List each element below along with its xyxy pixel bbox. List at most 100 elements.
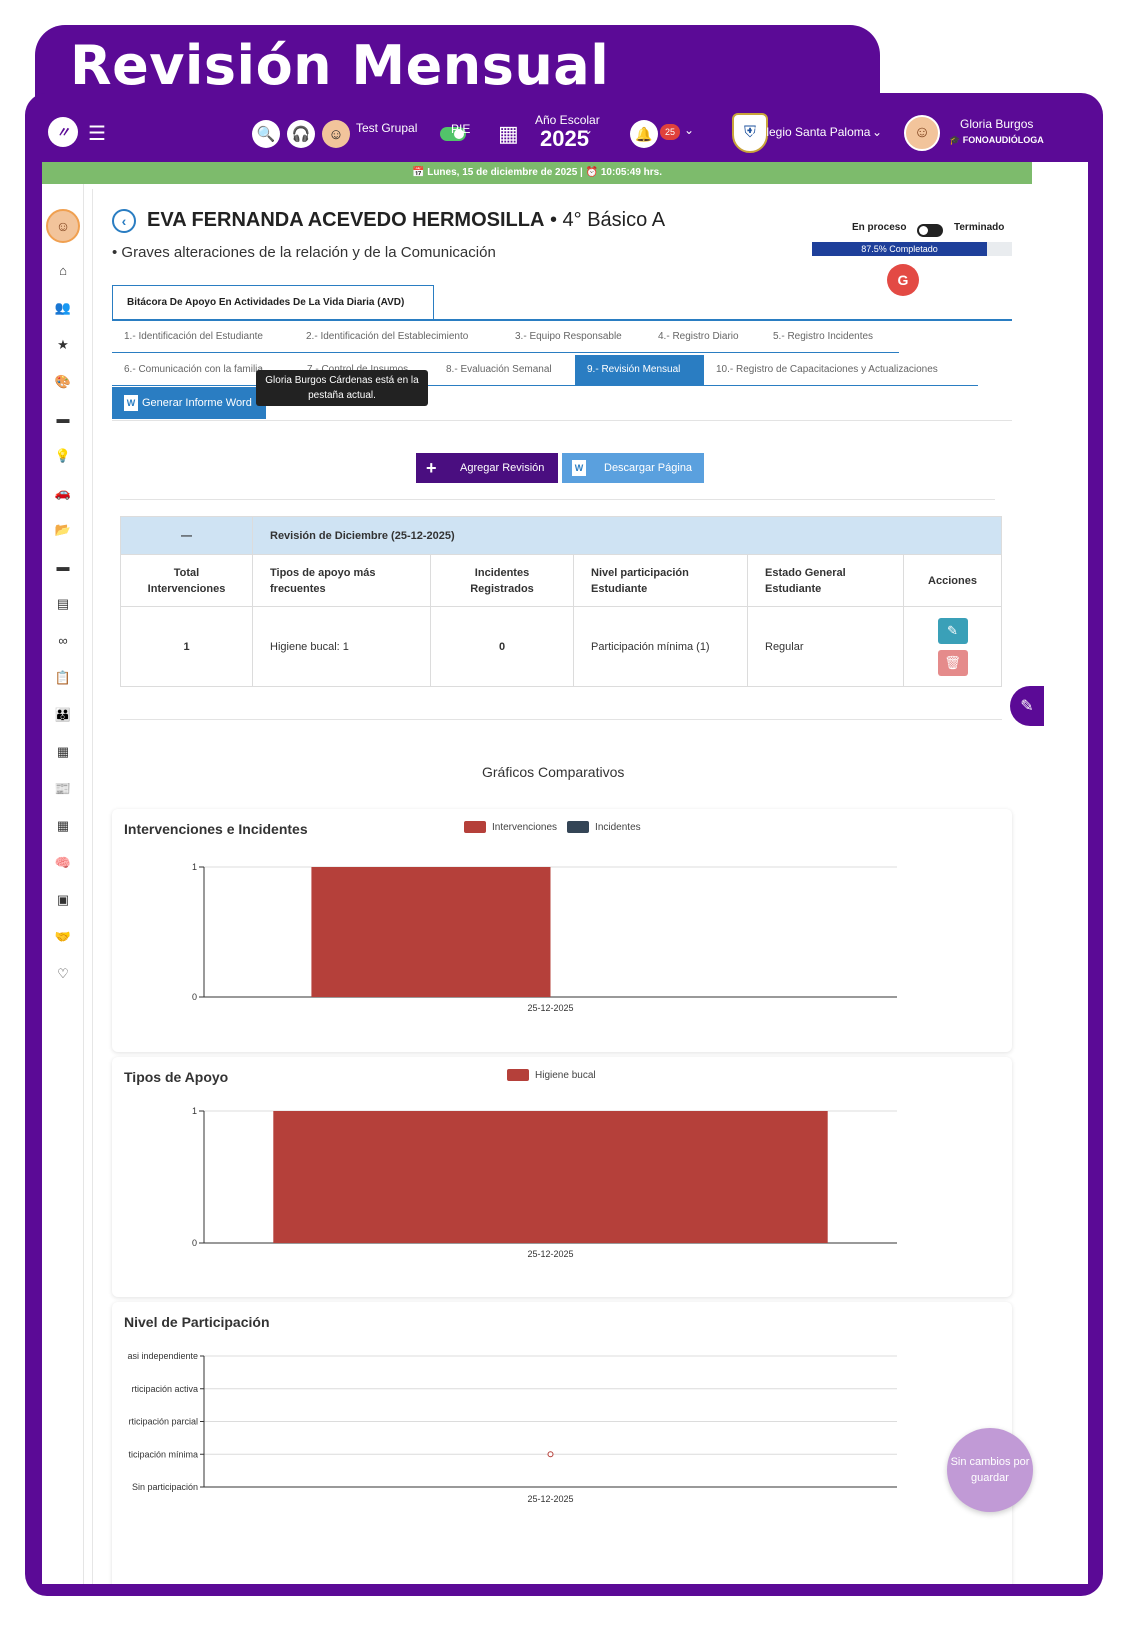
heart-icon[interactable]: ♡ bbox=[57, 966, 69, 981]
notif-chevron-icon[interactable]: ⌄ bbox=[684, 123, 695, 137]
chart-card-intervenciones: Intervenciones e Incidentes Intervencion… bbox=[112, 809, 1012, 1052]
brain-icon[interactable]: 🧠 bbox=[54, 855, 72, 870]
status-finished: Terminado bbox=[954, 222, 1005, 233]
y-tick-label: 0 bbox=[192, 1238, 197, 1248]
chart-card-participacion: Nivel de Participación Sin participación… bbox=[112, 1302, 1012, 1584]
pie-toggle[interactable] bbox=[440, 127, 466, 141]
year-value[interactable]: 2025 bbox=[540, 126, 589, 151]
document-icon[interactable]: ▤ bbox=[56, 596, 70, 611]
add-review-button[interactable]: + Agregar Revisión bbox=[416, 453, 558, 483]
group-icon[interactable]: 👪 bbox=[54, 707, 72, 722]
infinity-icon[interactable]: ∞ bbox=[58, 633, 68, 648]
school-crest-icon: ⛨ bbox=[732, 113, 768, 153]
bell-icon[interactable]: 🔔 bbox=[630, 120, 658, 148]
save-status-button[interactable]: Sin cambios por guardar bbox=[947, 1428, 1033, 1512]
palette-icon[interactable]: 🎨 bbox=[54, 374, 72, 389]
lightbulb-icon[interactable]: 💡 bbox=[54, 448, 72, 463]
edit-icon[interactable]: ✎ bbox=[937, 617, 968, 644]
subtab-10[interactable]: 10.- Registro de Capacitaciones y Actual… bbox=[716, 364, 938, 375]
divider-3 bbox=[120, 719, 1002, 720]
user-avatar[interactable]: ☺ bbox=[904, 115, 940, 151]
divider bbox=[112, 420, 1012, 421]
subtab-5[interactable]: 5.- Registro Incidentes bbox=[773, 331, 874, 342]
generate-word-button[interactable]: W Generar Informe Word bbox=[112, 387, 266, 419]
folder-icon[interactable]: 📂 bbox=[54, 522, 72, 537]
x-tick-label: 25-12-2025 bbox=[527, 1003, 573, 1013]
chart1-title: Intervenciones e Incidentes bbox=[124, 821, 308, 837]
chart2-svg: 0 1 25-12-2025 bbox=[192, 1106, 897, 1259]
word-icon: W bbox=[124, 395, 138, 411]
legend-swatch-intervenciones bbox=[464, 821, 486, 833]
student-diagnosis: • Graves alteraciones de la relación y d… bbox=[112, 244, 496, 261]
subtab-4[interactable]: 4.- Registro Diario bbox=[658, 331, 739, 342]
bar-higiene-bucal bbox=[273, 1111, 828, 1243]
download-label: Descargar Página bbox=[604, 462, 693, 474]
search-icon[interactable]: 🔍 bbox=[252, 120, 280, 148]
col-incidentes: Incidentes Registrados bbox=[430, 554, 574, 607]
school-chevron-icon[interactable]: ⌄ bbox=[872, 125, 883, 139]
home-icon[interactable]: ⌂ bbox=[59, 263, 67, 278]
user-role: 🎓 FONOAUDIÓLOGA bbox=[949, 135, 1044, 145]
app-logo-icon[interactable]: 〃 bbox=[48, 117, 78, 147]
flag-icon-2[interactable]: ▬ bbox=[56, 559, 70, 574]
notification-badge: 25 bbox=[660, 124, 680, 140]
subtab-7[interactable]: 7.- Control de Insumos bbox=[295, 355, 420, 385]
tab-bitacora[interactable]: Bitácora De Apoyo En Actividades De La V… bbox=[112, 285, 434, 319]
legend-swatch-incidentes bbox=[567, 821, 590, 833]
subtab-9[interactable]: 9.- Revisión Mensual bbox=[575, 355, 704, 385]
user-role-text: FONOAUDIÓLOGA bbox=[962, 135, 1044, 145]
handshake-icon[interactable]: 🤝 bbox=[54, 929, 72, 944]
subtab-8[interactable]: 8.- Evaluación Semanal bbox=[446, 364, 552, 375]
subtab-6[interactable]: 6.- Comunicación con la familia bbox=[124, 364, 263, 375]
collaborator-avatar[interactable]: G bbox=[887, 264, 919, 296]
flag-icon[interactable]: ▬ bbox=[56, 411, 70, 426]
column-header-row: Total Intervenciones Tipos de apoyo más … bbox=[120, 554, 1002, 607]
legend-intervenciones[interactable]: Intervenciones bbox=[492, 821, 558, 833]
trash-icon[interactable]: 🗑 bbox=[937, 649, 968, 676]
users-icon[interactable]: 👥 bbox=[54, 300, 72, 315]
legend-higiene[interactable]: Higiene bucal bbox=[535, 1069, 596, 1081]
y-level-label: Sin participación bbox=[132, 1482, 198, 1492]
star-icon[interactable]: ★ bbox=[57, 337, 69, 352]
grid-icon[interactable]: ▦ bbox=[56, 744, 70, 759]
qr-icon[interactable]: ▣ bbox=[56, 892, 70, 907]
collapse-toggle[interactable]: — bbox=[120, 516, 253, 555]
chart-card-tipos: Tipos de Apoyo Higiene bucal 0 1 25-12-202… bbox=[112, 1057, 1012, 1297]
y-level-label: ticipación mínima bbox=[128, 1449, 198, 1459]
status-switch[interactable] bbox=[917, 224, 943, 237]
student-avatar-icon[interactable]: ☺ bbox=[322, 120, 350, 148]
x-tick-label: 25-12-2025 bbox=[527, 1249, 573, 1259]
back-icon[interactable]: ‹ bbox=[112, 209, 136, 233]
table-icon[interactable]: ▦ bbox=[56, 818, 70, 833]
chart2-title: Tipos de Apoyo bbox=[124, 1069, 229, 1085]
user-name[interactable]: Gloria Burgos bbox=[960, 117, 1034, 131]
menu-icon[interactable]: ☰ bbox=[88, 123, 106, 145]
newspaper-icon[interactable]: 📰 bbox=[54, 781, 72, 796]
legend-incidentes[interactable]: Incidentes bbox=[595, 821, 641, 833]
data-point bbox=[547, 1451, 554, 1458]
year-chevron-icon[interactable]: ⌄ bbox=[583, 123, 594, 137]
cell-acciones: ✎ 🗑 bbox=[903, 606, 1002, 687]
subtab-1[interactable]: 1.- Identificación del Estudiante bbox=[124, 331, 263, 342]
subtab-2[interactable]: 2.- Identificación del Establecimiento bbox=[306, 331, 469, 342]
y-level-label: rticipación parcial bbox=[128, 1417, 198, 1427]
school-name[interactable]: Colegio Santa Paloma bbox=[751, 125, 871, 139]
sidebar-avatar[interactable]: ☺ bbox=[46, 209, 80, 243]
car-icon[interactable]: 🚗 bbox=[54, 485, 72, 500]
tab-underline bbox=[112, 319, 1012, 321]
headset-icon[interactable]: 🎧 bbox=[287, 120, 315, 148]
status-in-process: En proceso bbox=[852, 222, 907, 233]
bar-intervenciones bbox=[311, 867, 551, 997]
generate-word-label: Generar Informe Word bbox=[142, 397, 252, 409]
col-estado-general: Estado General Estudiante bbox=[747, 554, 904, 607]
subtab-row1-line bbox=[112, 352, 899, 353]
progress-bar: 87.5% Completado bbox=[812, 242, 1012, 256]
cell-total: 1 bbox=[120, 606, 253, 687]
pencil-icon[interactable]: ✎ bbox=[1010, 686, 1044, 726]
download-page-button[interactable]: W Descargar Página bbox=[562, 453, 704, 483]
y-level-label: rticipación activa bbox=[131, 1384, 198, 1394]
subtab-3[interactable]: 3.- Equipo Responsable bbox=[515, 331, 622, 342]
clipboard-icon[interactable]: 📋 bbox=[54, 670, 72, 685]
top-nav: 〃 ☰ 🔍 🎧 ☺ Test Grupal PIE ▦ Año Escolar … bbox=[42, 107, 1088, 162]
col-nivel-participacion: Nivel participación Estudiante bbox=[573, 554, 748, 607]
